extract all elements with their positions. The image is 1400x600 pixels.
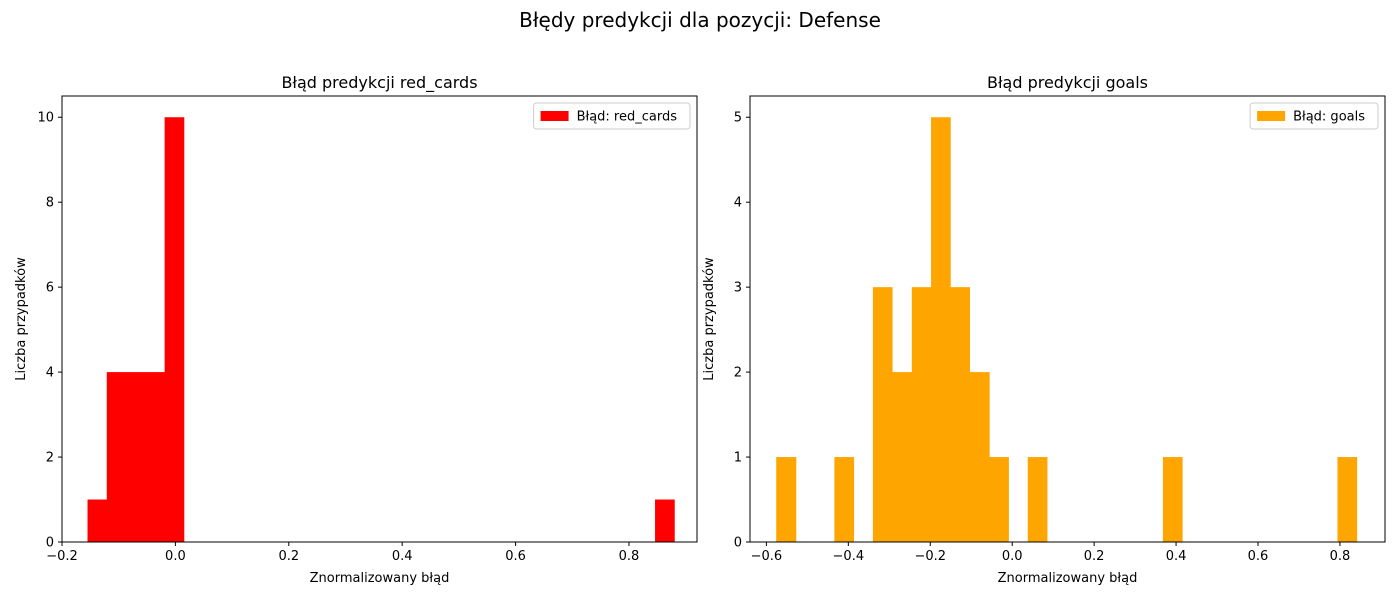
legend: Błąd: red_cards [533,102,691,130]
histogram-bar [106,372,127,542]
x-tick-label: 0.2 [1084,549,1105,564]
chart-title: Błąd predykcji goals [987,73,1148,92]
histogram-bar [126,372,146,542]
legend-box [533,102,691,130]
histogram-bar [1162,457,1183,542]
x-tick-label: 0.8 [1330,549,1351,564]
histogram-bar [834,457,855,542]
y-tick-label: 6 [46,281,54,296]
x-tick-label: −0.4 [833,549,865,564]
histogram-bar [1337,457,1358,542]
x-tick-label: −0.2 [46,549,78,564]
histogram-bar [87,499,108,542]
y-tick-label: 3 [734,281,742,296]
legend-label: Błąd: red_cards [577,110,678,125]
x-axis-label: Znormalizowany błąd [998,571,1138,586]
legend-box [1249,102,1379,130]
y-axis-label: Liczba przypadków [702,257,717,381]
histogram-bar [1027,457,1048,542]
x-tick-label: 0.4 [392,549,413,564]
x-tick-label: 0.0 [1002,549,1023,564]
x-tick-label: −0.2 [914,549,946,564]
histogram-bar [164,117,185,542]
chart-panel-1: −0.2 0.0 0.2 0.4 0.6 0.8 0 2 4 6 8 10 Błąd predykcji… [14,73,698,586]
x-tick-label: −0.6 [751,549,783,564]
histogram-bar [655,499,675,542]
x-tick-label: 0.6 [505,549,526,564]
histogram-bar [872,287,893,542]
histogram-bar [776,457,797,542]
histogram-bar [931,117,951,542]
x-tick-label: 0.6 [1248,549,1269,564]
histogram-bar [892,372,913,542]
y-tick-label: 2 [734,366,742,381]
y-tick-label: 1 [734,451,742,466]
x-tick-label: 0.2 [278,549,299,564]
chart-title: Błąd predykcji red_cards [281,73,477,93]
plot-frame [61,95,698,543]
y-tick-label: 0 [734,536,742,551]
histogram-bar [950,287,970,542]
legend-swatch [540,111,569,121]
y-tick-label: 5 [734,111,742,126]
y-tick-label: 8 [46,196,54,211]
x-axis-label: Znormalizowany błąd [310,571,450,586]
y-tick-label: 2 [46,451,54,466]
y-tick-label: 0 [46,536,54,551]
histogram-bar [145,372,166,542]
legend-swatch [1257,111,1286,121]
figure-suptitle: Błędy predykcji dla pozycji: Defense [519,8,881,32]
y-tick-label: 10 [37,111,54,126]
legend: Błąd: goals [1249,102,1379,130]
legend-label: Błąd: goals [1293,110,1365,125]
histogram-bar [911,287,932,542]
histogram-bar [969,372,990,542]
histogram-bar [989,457,1009,542]
y-tick-label: 4 [46,366,54,381]
y-tick-label: 4 [734,196,742,211]
chart-panel-2: −0.6 −0.4 −0.2 0.0 0.2 0.4 0.6 0.8 0 1 2 3 4 5 Błąd pr… [702,73,1386,586]
x-tick-label: 0.8 [619,549,640,564]
x-tick-label: 0.0 [165,549,186,564]
x-tick-label: 0.4 [1166,549,1187,564]
plot-frame [749,95,1386,543]
y-axis-label: Liczba przypadków [14,257,29,381]
